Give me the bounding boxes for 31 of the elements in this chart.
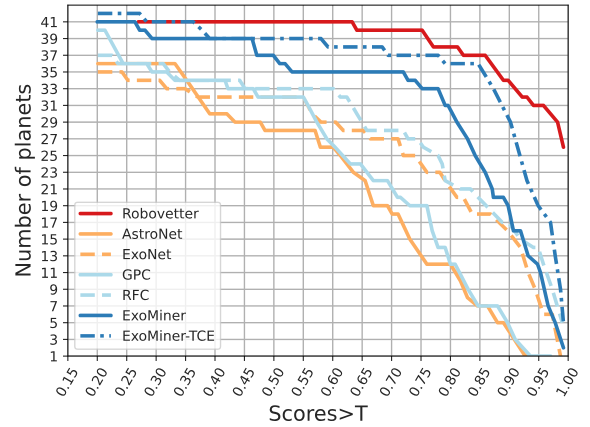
y-tick-label: 37 — [42, 50, 57, 61]
y-tick-label: 21 — [41, 184, 57, 194]
x-axis-title: Scores>T — [270, 405, 368, 422]
y-tick-label: 17 — [42, 218, 57, 228]
y-tick-label: 41 — [41, 16, 57, 28]
y-tick-label: 31 — [42, 100, 57, 111]
y-tick-label: 13 — [42, 250, 58, 262]
legend-label: ExoNet — [123, 249, 172, 260]
y-tick-label: 23 — [41, 167, 58, 178]
y-tick-label: 27 — [41, 134, 57, 144]
legend-label: ExoMiner — [123, 310, 186, 321]
legend-label: AstroNet — [122, 228, 182, 239]
y-tick-label: 9 — [50, 284, 58, 295]
legend-label: ExoMiner-TCE — [123, 330, 214, 341]
y-tick-label: 35 — [42, 66, 57, 78]
y-tick-label: 33 — [42, 84, 58, 94]
y-tick-label: 39 — [42, 34, 58, 44]
y-tick-label: 11 — [42, 268, 57, 278]
y-tick-label: 15 — [42, 234, 57, 245]
y-tick-label: 25 — [41, 150, 57, 162]
y-tick-label: 3 — [50, 334, 58, 345]
y-tick-label: 7 — [50, 301, 57, 312]
y-tick-label: 5 — [50, 318, 57, 328]
y-tick-label: 1 — [50, 351, 57, 362]
legend-label: GPC — [122, 269, 150, 280]
legend-label: Robovetter — [123, 208, 199, 219]
y-tick-label: 19 — [42, 200, 58, 212]
line-series — [136, 20, 566, 149]
legend-label: RFC — [123, 290, 149, 300]
y-axis-title: Number of planets — [14, 84, 35, 276]
y-tick-label: 29 — [41, 117, 58, 128]
